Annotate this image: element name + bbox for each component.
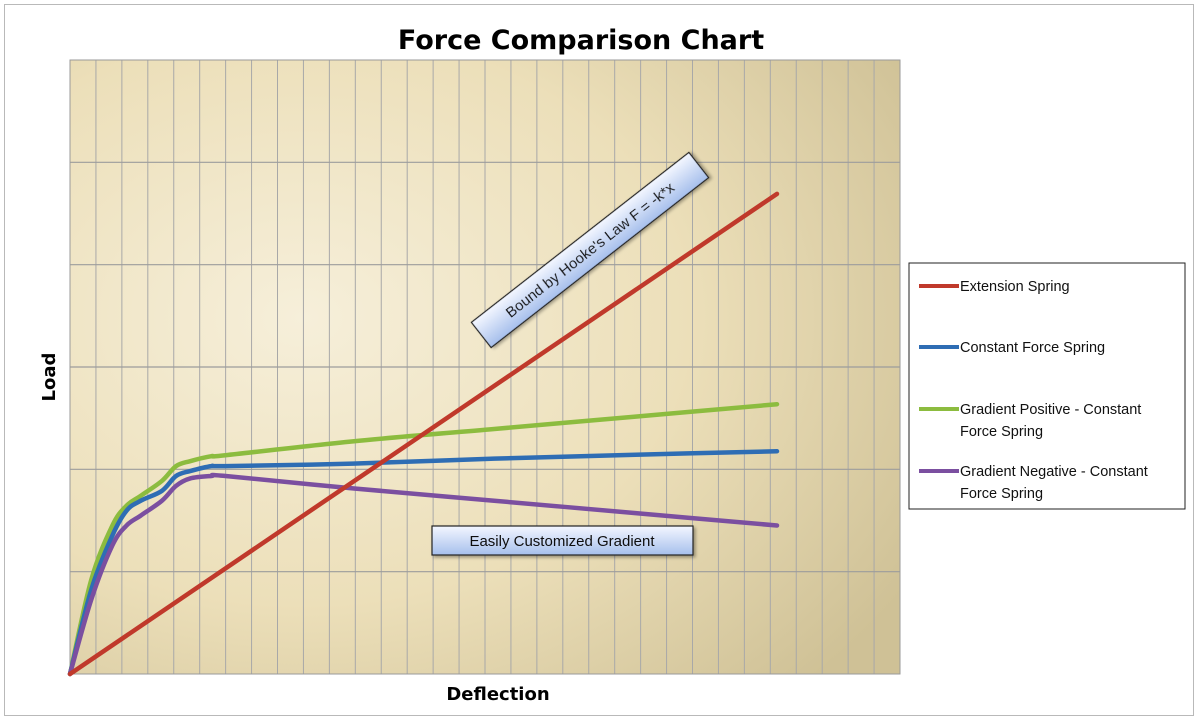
legend: Extension Spring Constant Force Spring Gra… <box>908 262 1186 510</box>
chart-frame: Force Comparison Chart Bound by Hooke's … <box>4 4 1194 716</box>
series-line-constant-force-spring <box>67 449 780 677</box>
series-line-extension-spring <box>67 191 780 677</box>
gradient-annotation-box <box>431 525 694 556</box>
legend-label-extension-spring: Extension Spring <box>960 279 1070 295</box>
legend-box <box>908 262 1186 510</box>
x-axis-label: Deflection <box>446 684 549 705</box>
gradient-annotation-text: Easily Customized Gradient <box>469 533 655 550</box>
series-line-gradient-positive-constant-force-spring <box>67 401 780 677</box>
series-line-gradient-negative-constant-force-spring <box>67 472 780 677</box>
plot-border <box>69 59 901 675</box>
hookes-law-annotation-box <box>470 151 710 349</box>
legend-label-gradient-negative-constant-force-spring: Gradient Negative - Constant Force Spring <box>960 464 1148 502</box>
legend-label-gradient-positive-constant-force-spring: Gradient Positive - Constant Force Spring <box>960 402 1141 440</box>
chart-title: Force Comparison Chart <box>398 25 764 56</box>
force-comparison-chart: Force Comparison Chart Bound by Hooke's … <box>39 25 1186 705</box>
grid-lines <box>70 60 900 674</box>
legend-label-constant-force-spring: Constant Force Spring <box>960 340 1105 356</box>
y-axis-label: Load <box>39 353 60 402</box>
gradient-annotation: Easily Customized Gradient <box>431 525 694 556</box>
series-lines <box>67 191 780 677</box>
